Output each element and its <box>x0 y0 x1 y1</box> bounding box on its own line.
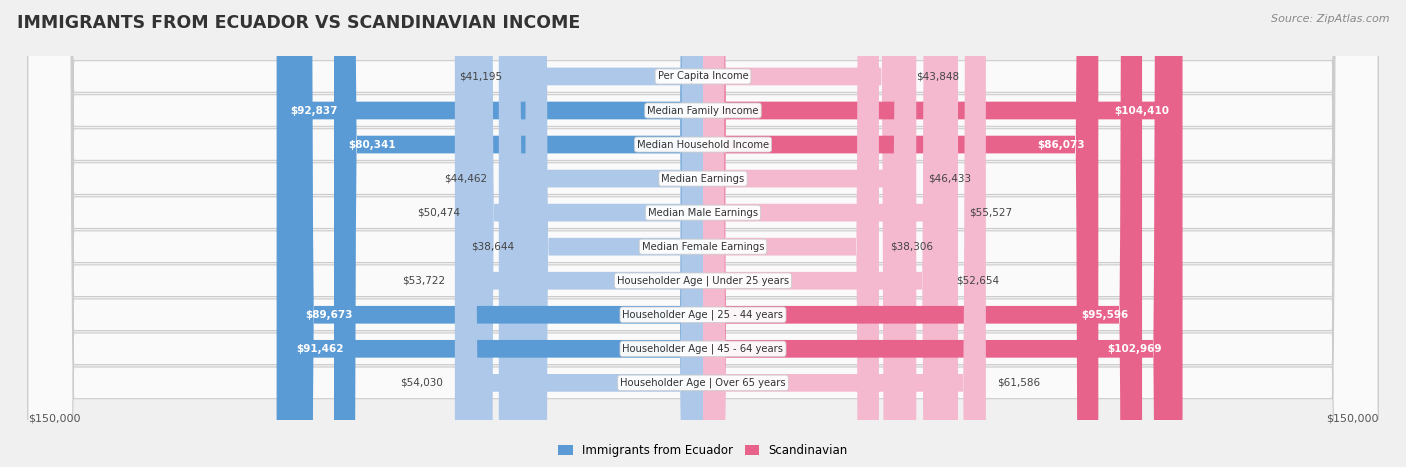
Text: Median Female Earnings: Median Female Earnings <box>641 242 765 252</box>
FancyBboxPatch shape <box>703 0 879 467</box>
FancyBboxPatch shape <box>291 0 703 467</box>
Text: $104,410: $104,410 <box>1114 106 1168 115</box>
FancyBboxPatch shape <box>28 0 1378 467</box>
Text: $102,969: $102,969 <box>1108 344 1163 354</box>
Text: $44,462: $44,462 <box>444 174 488 184</box>
Text: $89,673: $89,673 <box>305 310 353 320</box>
FancyBboxPatch shape <box>703 0 917 467</box>
FancyBboxPatch shape <box>28 0 1378 467</box>
Text: Householder Age | 25 - 44 years: Householder Age | 25 - 44 years <box>623 310 783 320</box>
FancyBboxPatch shape <box>335 0 703 467</box>
Text: $95,596: $95,596 <box>1081 310 1128 320</box>
FancyBboxPatch shape <box>703 0 957 467</box>
FancyBboxPatch shape <box>499 0 703 467</box>
FancyBboxPatch shape <box>703 0 1142 467</box>
FancyBboxPatch shape <box>703 0 986 467</box>
Text: Median Household Income: Median Household Income <box>637 140 769 149</box>
FancyBboxPatch shape <box>703 0 904 467</box>
FancyBboxPatch shape <box>28 0 1378 467</box>
Text: Householder Age | Over 65 years: Householder Age | Over 65 years <box>620 378 786 388</box>
FancyBboxPatch shape <box>526 0 703 467</box>
Text: $86,073: $86,073 <box>1036 140 1084 149</box>
FancyBboxPatch shape <box>28 0 1378 467</box>
Text: $38,306: $38,306 <box>890 242 934 252</box>
Text: $150,000: $150,000 <box>28 414 80 424</box>
Text: $53,722: $53,722 <box>402 276 444 286</box>
FancyBboxPatch shape <box>28 0 1378 467</box>
FancyBboxPatch shape <box>457 0 703 467</box>
Text: $91,462: $91,462 <box>297 344 344 354</box>
Text: $92,837: $92,837 <box>291 106 337 115</box>
Text: $55,527: $55,527 <box>970 208 1012 218</box>
FancyBboxPatch shape <box>28 0 1378 467</box>
Text: $61,586: $61,586 <box>997 378 1040 388</box>
FancyBboxPatch shape <box>28 0 1378 467</box>
FancyBboxPatch shape <box>703 0 1182 467</box>
FancyBboxPatch shape <box>703 0 945 467</box>
Text: $54,030: $54,030 <box>401 378 443 388</box>
FancyBboxPatch shape <box>28 0 1378 467</box>
FancyBboxPatch shape <box>703 0 1098 467</box>
Text: $41,195: $41,195 <box>460 71 502 81</box>
Text: Median Male Earnings: Median Male Earnings <box>648 208 758 218</box>
Legend: Immigrants from Ecuador, Scandinavian: Immigrants from Ecuador, Scandinavian <box>554 439 852 462</box>
FancyBboxPatch shape <box>513 0 703 467</box>
Text: $52,654: $52,654 <box>956 276 1000 286</box>
Text: IMMIGRANTS FROM ECUADOR VS SCANDINAVIAN INCOME: IMMIGRANTS FROM ECUADOR VS SCANDINAVIAN … <box>17 14 581 32</box>
Text: $38,644: $38,644 <box>471 242 515 252</box>
Text: $50,474: $50,474 <box>416 208 460 218</box>
Text: Per Capita Income: Per Capita Income <box>658 71 748 81</box>
FancyBboxPatch shape <box>703 0 1175 467</box>
Text: $150,000: $150,000 <box>1326 414 1378 424</box>
FancyBboxPatch shape <box>277 0 703 467</box>
FancyBboxPatch shape <box>456 0 703 467</box>
FancyBboxPatch shape <box>283 0 703 467</box>
Text: Householder Age | Under 25 years: Householder Age | Under 25 years <box>617 276 789 286</box>
FancyBboxPatch shape <box>28 0 1378 467</box>
Text: Median Family Income: Median Family Income <box>647 106 759 115</box>
Text: Householder Age | 45 - 64 years: Householder Age | 45 - 64 years <box>623 344 783 354</box>
Text: $80,341: $80,341 <box>347 140 395 149</box>
Text: $46,433: $46,433 <box>928 174 972 184</box>
Text: $43,848: $43,848 <box>915 71 959 81</box>
Text: Median Earnings: Median Earnings <box>661 174 745 184</box>
Text: Source: ZipAtlas.com: Source: ZipAtlas.com <box>1271 14 1389 24</box>
FancyBboxPatch shape <box>471 0 703 467</box>
FancyBboxPatch shape <box>28 0 1378 467</box>
